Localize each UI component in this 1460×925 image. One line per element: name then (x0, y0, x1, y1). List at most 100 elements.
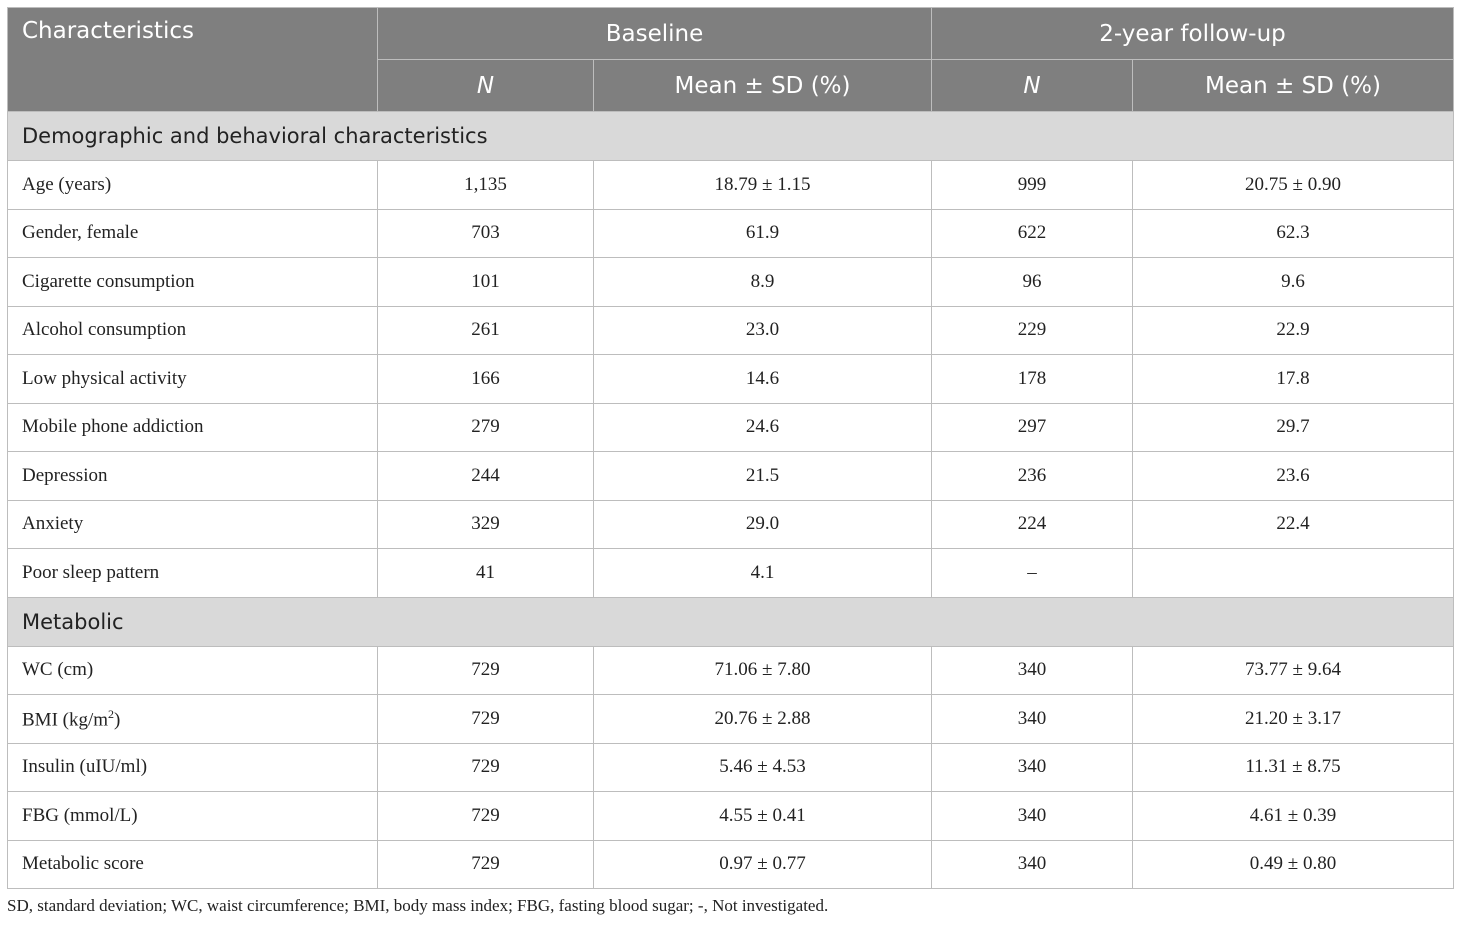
section-title: Demographic and behavioral characteristi… (6, 111, 1455, 161)
baseline-n-cell: 279 (377, 402, 594, 452)
row-label-text: Insulin (uIU/ml) (22, 756, 148, 778)
baseline-mean-cell: 4.1 (592, 548, 933, 598)
table-row: WC (cm) 729 71.06 ± 7.80 340 73.77 ± 9.64 (7, 645, 1455, 695)
table-row: FBG (mmol/L) 729 4.55 ± 0.41 340 4.61 ± 0.39 (7, 791, 1455, 841)
row-label-text: Alcohol consumption (22, 319, 187, 341)
baseline-mean-cell: 5.46 ± 4.53 (592, 742, 933, 792)
followup-n-cell: 340 (931, 791, 1134, 841)
table-row: Low physical activity 166 14.6 178 17.8 (7, 354, 1455, 404)
section-row: Metabolic (6, 596, 1455, 647)
baseline-mean-cell: 14.6 (592, 354, 933, 404)
table-row: Depression 244 21.5 236 23.6 (7, 451, 1455, 501)
baseline-n-cell: 729 (377, 742, 594, 792)
header-followup-n: N (931, 59, 1134, 112)
baseline-n-cell: 729 (377, 839, 594, 889)
table-row: BMI (kg/m2) 729 20.76 ± 2.88 340 21.20 ± 3.1… (7, 694, 1455, 744)
table-row: Poor sleep pattern 41 4.1– (7, 548, 1455, 598)
table-row: Cigarette consumption 101 8.9 96 9.6 (7, 257, 1455, 307)
baseline-mean-cell: 29.0 (592, 499, 933, 549)
baseline-n-cell: 729 (377, 791, 594, 841)
followup-n-cell: 340 (931, 645, 1134, 695)
baseline-mean-cell: 71.06 ± 7.80 (592, 645, 933, 695)
row-label: Cigarette consumption (7, 257, 378, 307)
baseline-mean-cell: 21.5 (592, 451, 933, 501)
followup-n-cell: 224 (931, 499, 1134, 549)
table-row: Mobile phone addiction 279 24.6 297 29.7 (7, 402, 1455, 452)
characteristics-table: Characteristics Baseline 2-year follow-u… (6, 7, 1455, 889)
section-row: Demographic and behavioral characteristi… (6, 111, 1455, 161)
followup-mean-cell: 4.61 ± 0.39 (1132, 791, 1455, 841)
followup-mean-cell (1132, 548, 1455, 598)
row-label-text: FBG (mmol/L) (22, 804, 138, 826)
row-label: Depression (7, 451, 378, 501)
row-label-suffix: ) (114, 708, 121, 730)
table-row: Alcohol consumption 261 23.0 229 22.9 (7, 305, 1455, 355)
followup-n-cell: 999 (931, 160, 1134, 210)
baseline-mean-cell: 8.9 (592, 257, 933, 307)
section-title: Metabolic (6, 596, 1455, 647)
followup-n-cell: 96 (931, 257, 1134, 307)
row-label: Alcohol consumption (7, 305, 378, 355)
row-label: Metabolic score (7, 839, 378, 889)
followup-mean-cell: 22.4 (1132, 499, 1455, 549)
followup-mean-cell: 73.77 ± 9.64 (1132, 645, 1455, 695)
row-label-text: Cigarette consumption (22, 270, 195, 292)
row-label-text: Depression (22, 464, 108, 486)
followup-n-cell: 236 (931, 451, 1134, 501)
followup-mean-cell: 21.20 ± 3.17 (1132, 694, 1455, 744)
followup-n-cell: 297 (931, 402, 1134, 452)
table-row: Insulin (uIU/ml) 729 5.46 ± 4.53 340 11.31 ±… (7, 742, 1455, 792)
followup-n-cell: 340 (931, 839, 1134, 889)
row-label-text: Poor sleep pattern (22, 561, 160, 583)
followup-n-cell: 178 (931, 354, 1134, 404)
followup-mean-cell: 23.6 (1132, 451, 1455, 501)
baseline-n-cell: 41 (377, 548, 594, 598)
row-label-text: Metabolic score (22, 853, 144, 875)
baseline-n-cell: 329 (377, 499, 594, 549)
row-label: BMI (kg/m2) (7, 694, 378, 744)
header-baseline-n: N (377, 59, 594, 112)
baseline-n-cell: 729 (377, 694, 594, 744)
row-label: Low physical activity (7, 354, 378, 404)
row-label: Insulin (uIU/ml) (7, 742, 378, 792)
followup-mean-cell: 20.75 ± 0.90 (1132, 160, 1455, 210)
table-body: Demographic and behavioral characteristi… (6, 111, 1455, 889)
baseline-n-cell: 244 (377, 451, 594, 501)
row-label-text: Mobile phone addiction (22, 416, 204, 438)
table-row: Age (years) 1,135 18.79 ± 1.15 999 20.75 ± 0… (7, 160, 1455, 210)
table-footnote: SD, standard deviation; WC, waist circum… (7, 896, 829, 915)
row-label: FBG (mmol/L) (7, 791, 378, 841)
followup-n-cell: – (931, 548, 1134, 598)
row-label-text: Low physical activity (22, 367, 187, 389)
baseline-mean-cell: 18.79 ± 1.15 (592, 160, 933, 210)
row-label-text: Age (years) (22, 173, 112, 195)
followup-n-cell: 622 (931, 208, 1134, 258)
row-label: Poor sleep pattern (7, 548, 378, 598)
baseline-n-cell: 729 (377, 645, 594, 695)
row-label: Anxiety (7, 499, 378, 549)
row-label-text: WC (cm) (22, 659, 94, 681)
baseline-mean-cell: 24.6 (592, 402, 933, 452)
header-characteristics: Characteristics (7, 7, 378, 112)
header-followup-mean-sd: Mean ± SD (%) (1132, 59, 1455, 112)
baseline-n-cell: 166 (377, 354, 594, 404)
followup-mean-cell: 29.7 (1132, 402, 1455, 452)
row-label: Age (years) (7, 160, 378, 210)
baseline-n-cell: 101 (377, 257, 594, 307)
row-label-text: Gender, female (22, 222, 139, 244)
followup-mean-cell: 62.3 (1132, 208, 1455, 258)
table-row: Metabolic score 729 0.97 ± 0.77 340 0.49 ± 0… (7, 839, 1455, 889)
table-row: Anxiety 329 29.0 224 22.4 (7, 499, 1455, 549)
row-label-text: Anxiety (22, 513, 84, 535)
row-label-superscript: 2 (108, 706, 115, 721)
row-label: Mobile phone addiction (7, 402, 378, 452)
baseline-n-cell: 703 (377, 208, 594, 258)
baseline-mean-cell: 0.97 ± 0.77 (592, 839, 933, 889)
followup-mean-cell: 11.31 ± 8.75 (1132, 742, 1455, 792)
followup-mean-cell: 22.9 (1132, 305, 1455, 355)
baseline-n-cell: 261 (377, 305, 594, 355)
followup-mean-cell: 17.8 (1132, 354, 1455, 404)
row-label: WC (cm) (7, 645, 378, 695)
baseline-mean-cell: 23.0 (592, 305, 933, 355)
followup-n-cell: 229 (931, 305, 1134, 355)
